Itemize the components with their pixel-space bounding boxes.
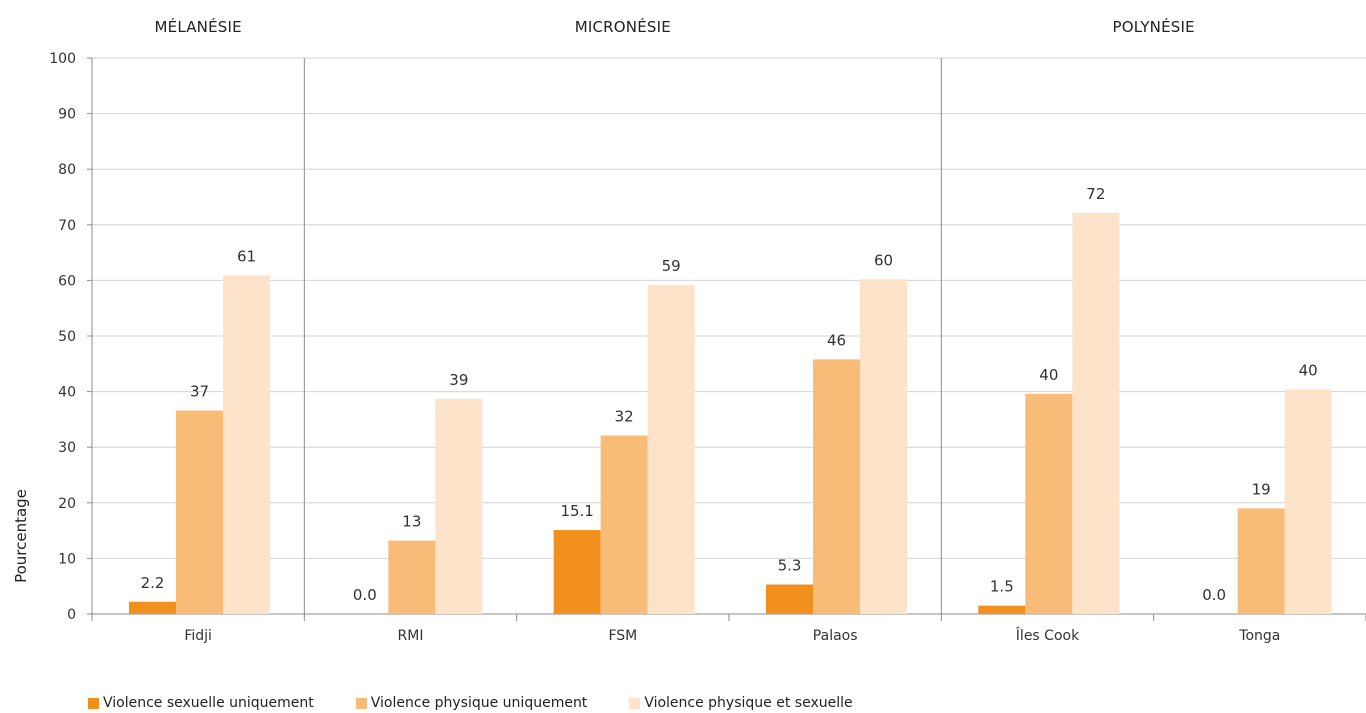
x-category-label: RMI	[398, 628, 424, 644]
bar	[1284, 389, 1332, 614]
data-label: 40	[1299, 361, 1318, 379]
data-label: 19	[1252, 480, 1271, 498]
data-label: 2.2	[141, 574, 165, 592]
legend-swatch	[355, 697, 367, 709]
y-tick-label: 80	[58, 162, 76, 178]
y-tick-label: 60	[58, 273, 76, 289]
x-category-label: Îles Cook	[1015, 626, 1080, 644]
bar	[813, 359, 860, 614]
bar	[223, 275, 270, 614]
data-label: 60	[874, 251, 893, 269]
x-category-label: FSM	[608, 628, 637, 644]
data-label: 0.0	[353, 586, 377, 604]
y-tick-label: 90	[58, 107, 76, 123]
bar	[647, 284, 695, 614]
x-category-label: Palaos	[813, 628, 858, 644]
bar	[553, 530, 601, 614]
bar	[435, 398, 483, 614]
bar	[129, 601, 176, 614]
bar	[1237, 508, 1285, 614]
legend-label: Violence physique uniquement	[370, 695, 588, 711]
bar	[388, 540, 436, 614]
bar	[1025, 393, 1073, 614]
legend-swatch	[629, 697, 641, 709]
bar	[176, 410, 223, 614]
data-label: 13	[402, 513, 421, 531]
y-tick-label: 40	[58, 385, 76, 401]
bar	[978, 605, 1026, 614]
legend-label: Violence sexuelle uniquement	[103, 695, 314, 711]
region-label-2: POLYNÉSIE	[1113, 17, 1195, 36]
data-label: 61	[237, 247, 256, 265]
data-label: 59	[662, 257, 681, 275]
y-tick-label: 30	[58, 440, 76, 456]
data-label: 1.5	[990, 578, 1014, 596]
data-label: 5.3	[778, 557, 802, 575]
y-axis-title: Pourcentage	[12, 489, 30, 583]
bar	[1072, 213, 1120, 614]
y-tick-label: 20	[58, 496, 76, 512]
y-tick-label: 70	[58, 218, 76, 234]
y-tick-label: 100	[49, 51, 76, 67]
y-tick-label: 0	[67, 607, 76, 623]
region-label-0: MÉLANÉSIE	[155, 17, 242, 36]
data-label: 15.1	[560, 502, 593, 520]
data-label: 72	[1086, 185, 1105, 203]
data-label: 46	[827, 331, 846, 349]
data-label: 37	[190, 383, 209, 401]
x-category-label: Fidji	[184, 628, 212, 644]
data-label: 39	[449, 371, 468, 389]
legend-item: Violence sexuelle uniquement	[88, 694, 314, 712]
bar	[860, 279, 907, 614]
data-label: 32	[615, 408, 634, 426]
x-category-label: Tonga	[1238, 628, 1280, 644]
data-label: 0.0	[1202, 586, 1226, 604]
y-tick-label: 50	[58, 329, 76, 345]
bar	[600, 435, 648, 614]
y-tick-label: 10	[58, 551, 76, 567]
legend-item: Violence physique et sexuelle	[629, 694, 853, 712]
data-label: 40	[1039, 366, 1058, 384]
bar	[766, 584, 813, 614]
bar-chart: 0 10 20 30 40 50 60 70 80 90 100 MÉLANÉSIE MICRONÉSI…	[12, 17, 1366, 644]
legend-swatch	[88, 697, 99, 709]
region-label-1: MICRONÉSIE	[575, 17, 671, 36]
legend: Violence sexuelle uniquement Violence phy…	[88, 694, 895, 712]
legend-item: Violence physique uniquement	[355, 694, 588, 712]
legend-label: Violence physique et sexuelle	[644, 695, 853, 711]
